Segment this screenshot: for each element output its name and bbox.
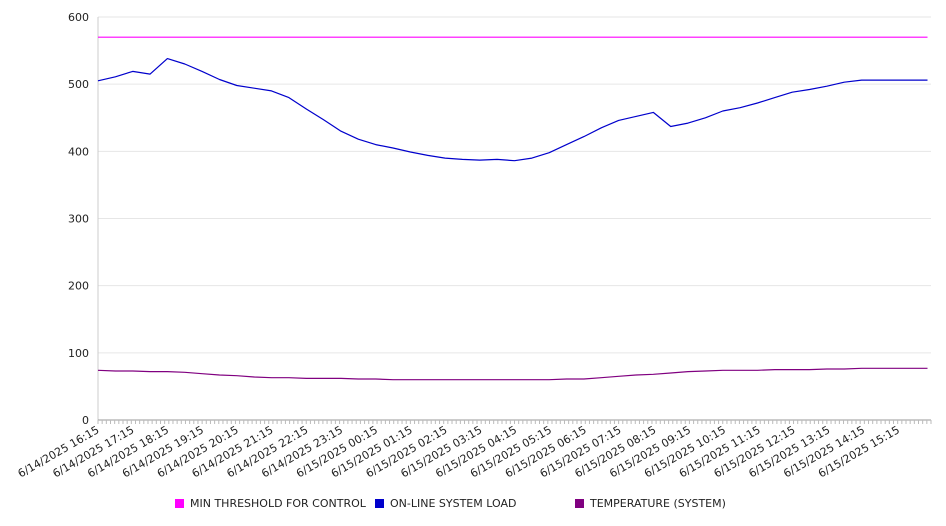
legend-item-temperature: TEMPERATURE (SYSTEM) xyxy=(575,497,726,510)
legend-label-temperature: TEMPERATURE (SYSTEM) xyxy=(590,497,726,510)
legend-label-min-threshold: MIN THRESHOLD FOR CONTROL xyxy=(190,497,366,510)
series-lines xyxy=(97,36,928,381)
x-axis-ticks: 6/14/2025 16:156/14/2025 17:156/14/2025 … xyxy=(16,423,902,480)
y-tick-label: 100 xyxy=(68,347,89,360)
y-tick-label: 400 xyxy=(68,145,89,158)
legend-swatch-system-load xyxy=(375,499,384,508)
y-tick-label: 200 xyxy=(68,280,89,293)
legend-label-system-load: ON-LINE SYSTEM LOAD xyxy=(390,497,517,510)
axes xyxy=(97,17,932,424)
legend-swatch-min-threshold xyxy=(175,499,184,508)
legend-swatch-temperature xyxy=(575,499,584,508)
y-tick-label: 0 xyxy=(82,414,89,427)
series-line-2 xyxy=(97,367,928,381)
y-tick-label: 300 xyxy=(68,213,89,226)
legend: MIN THRESHOLD FOR CONTROL ON-LINE SYSTEM… xyxy=(0,497,946,515)
legend-item-system-load: ON-LINE SYSTEM LOAD xyxy=(375,497,516,510)
series-line-1 xyxy=(97,57,928,162)
y-axis-ticks: 0 100 200 300 400 500 600 xyxy=(68,11,89,427)
legend-item-min-threshold: MIN THRESHOLD FOR CONTROL xyxy=(175,497,366,510)
y-tick-label: 500 xyxy=(68,78,89,91)
grid xyxy=(98,16,931,354)
y-tick-label: 600 xyxy=(68,11,89,24)
